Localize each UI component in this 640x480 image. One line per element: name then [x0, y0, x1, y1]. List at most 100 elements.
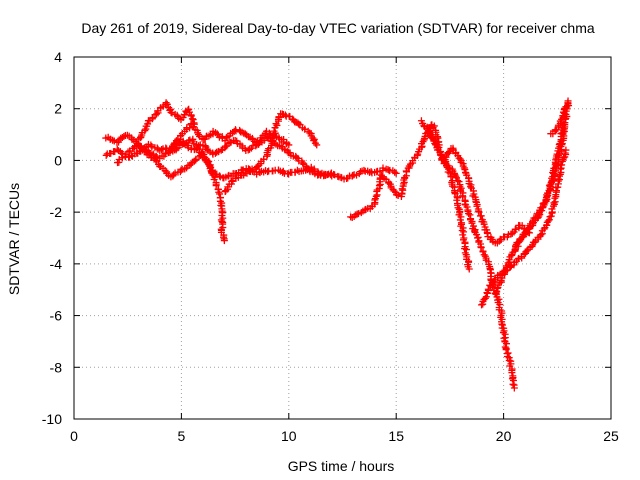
data-point	[379, 173, 387, 181]
data-point	[360, 166, 368, 174]
data-point	[109, 136, 117, 144]
chart-title: Day 261 of 2019, Sidereal Day-to-day VTE…	[81, 20, 594, 36]
data-point	[540, 225, 548, 233]
data-point	[295, 120, 303, 128]
x-axis-title: GPS time / hours	[288, 458, 395, 474]
data-point	[152, 156, 160, 164]
data-point	[465, 210, 473, 218]
data-point	[495, 295, 503, 303]
data-point	[148, 142, 156, 150]
data-point	[281, 111, 289, 119]
y-tick-label: 0	[54, 152, 62, 168]
data-point	[509, 380, 517, 388]
data-point	[168, 109, 176, 117]
data-point	[466, 183, 474, 191]
data-point	[453, 196, 461, 204]
data-point	[177, 166, 185, 174]
data-point	[393, 191, 401, 199]
axis-ticks	[73, 56, 612, 420]
data-point	[510, 384, 518, 392]
data-point	[272, 140, 280, 148]
data-point	[141, 127, 149, 135]
data-point	[564, 97, 572, 105]
data-point	[270, 127, 278, 135]
data-point	[430, 122, 438, 130]
plot-frame	[73, 56, 612, 420]
data-point	[391, 168, 399, 176]
data-point	[523, 247, 531, 255]
data-point	[228, 177, 236, 185]
data-point	[454, 177, 462, 185]
data-point	[529, 218, 537, 226]
data-point	[186, 124, 194, 132]
data-point	[504, 259, 512, 267]
data-point	[137, 143, 145, 151]
data-point	[306, 129, 314, 137]
data-point	[379, 164, 387, 172]
y-tick-label: -4	[50, 256, 63, 272]
data-point	[304, 165, 312, 173]
data-point	[328, 172, 336, 180]
data-point	[455, 178, 463, 186]
data-point	[431, 137, 439, 145]
data-point	[460, 228, 468, 236]
data-point	[419, 138, 427, 146]
x-tick-label: 10	[281, 428, 297, 444]
data-point	[554, 151, 562, 159]
y-tick-label: -8	[50, 359, 63, 375]
data-point	[562, 103, 570, 111]
data-point	[205, 161, 213, 169]
data-point	[501, 267, 509, 275]
data-point	[299, 159, 307, 167]
y-tick-label: 2	[54, 101, 62, 117]
tick-labels: 0 5 10 15 20 25 -10 -8 -6 -4 -2 0 2 4	[42, 49, 619, 444]
data-point	[252, 138, 260, 146]
data-point	[220, 237, 228, 245]
data-point	[201, 142, 209, 150]
data-point	[456, 155, 464, 163]
data-point	[216, 190, 224, 198]
data-point	[148, 154, 156, 162]
x-tick-label: 15	[388, 428, 404, 444]
y-tick-label: -6	[50, 308, 63, 324]
data-point	[550, 177, 558, 185]
data-point	[357, 209, 365, 217]
data-point	[193, 144, 201, 152]
data-point	[477, 244, 485, 252]
data-point	[217, 201, 225, 209]
data-point	[545, 186, 553, 194]
data-point	[465, 265, 473, 273]
x-tick-label: 20	[496, 428, 512, 444]
data-point	[550, 199, 558, 207]
data-point	[269, 134, 277, 142]
data-point	[390, 187, 398, 195]
data-point	[454, 204, 462, 212]
x-tick-label: 5	[178, 428, 186, 444]
data-point	[188, 115, 196, 123]
data-point	[508, 369, 516, 377]
data-point	[459, 231, 467, 239]
y-tick-label: -2	[50, 204, 63, 220]
data-point	[551, 194, 559, 202]
data-point	[260, 155, 268, 163]
data-point	[172, 137, 180, 145]
data-point	[394, 192, 402, 200]
data-point	[392, 169, 400, 177]
data-point	[311, 167, 319, 175]
data-point	[537, 231, 545, 239]
data-point	[167, 108, 175, 116]
data-point	[544, 217, 552, 225]
data-point	[452, 172, 460, 180]
data-point	[559, 129, 567, 137]
data-point	[153, 110, 161, 118]
data-point	[481, 294, 489, 302]
data-point	[162, 99, 170, 107]
y-tick-label: -10	[42, 411, 62, 427]
data-point	[190, 120, 198, 128]
data-point	[532, 214, 540, 222]
data-point	[444, 149, 452, 157]
y-tick-label: 4	[54, 49, 62, 65]
data-point	[142, 147, 150, 155]
